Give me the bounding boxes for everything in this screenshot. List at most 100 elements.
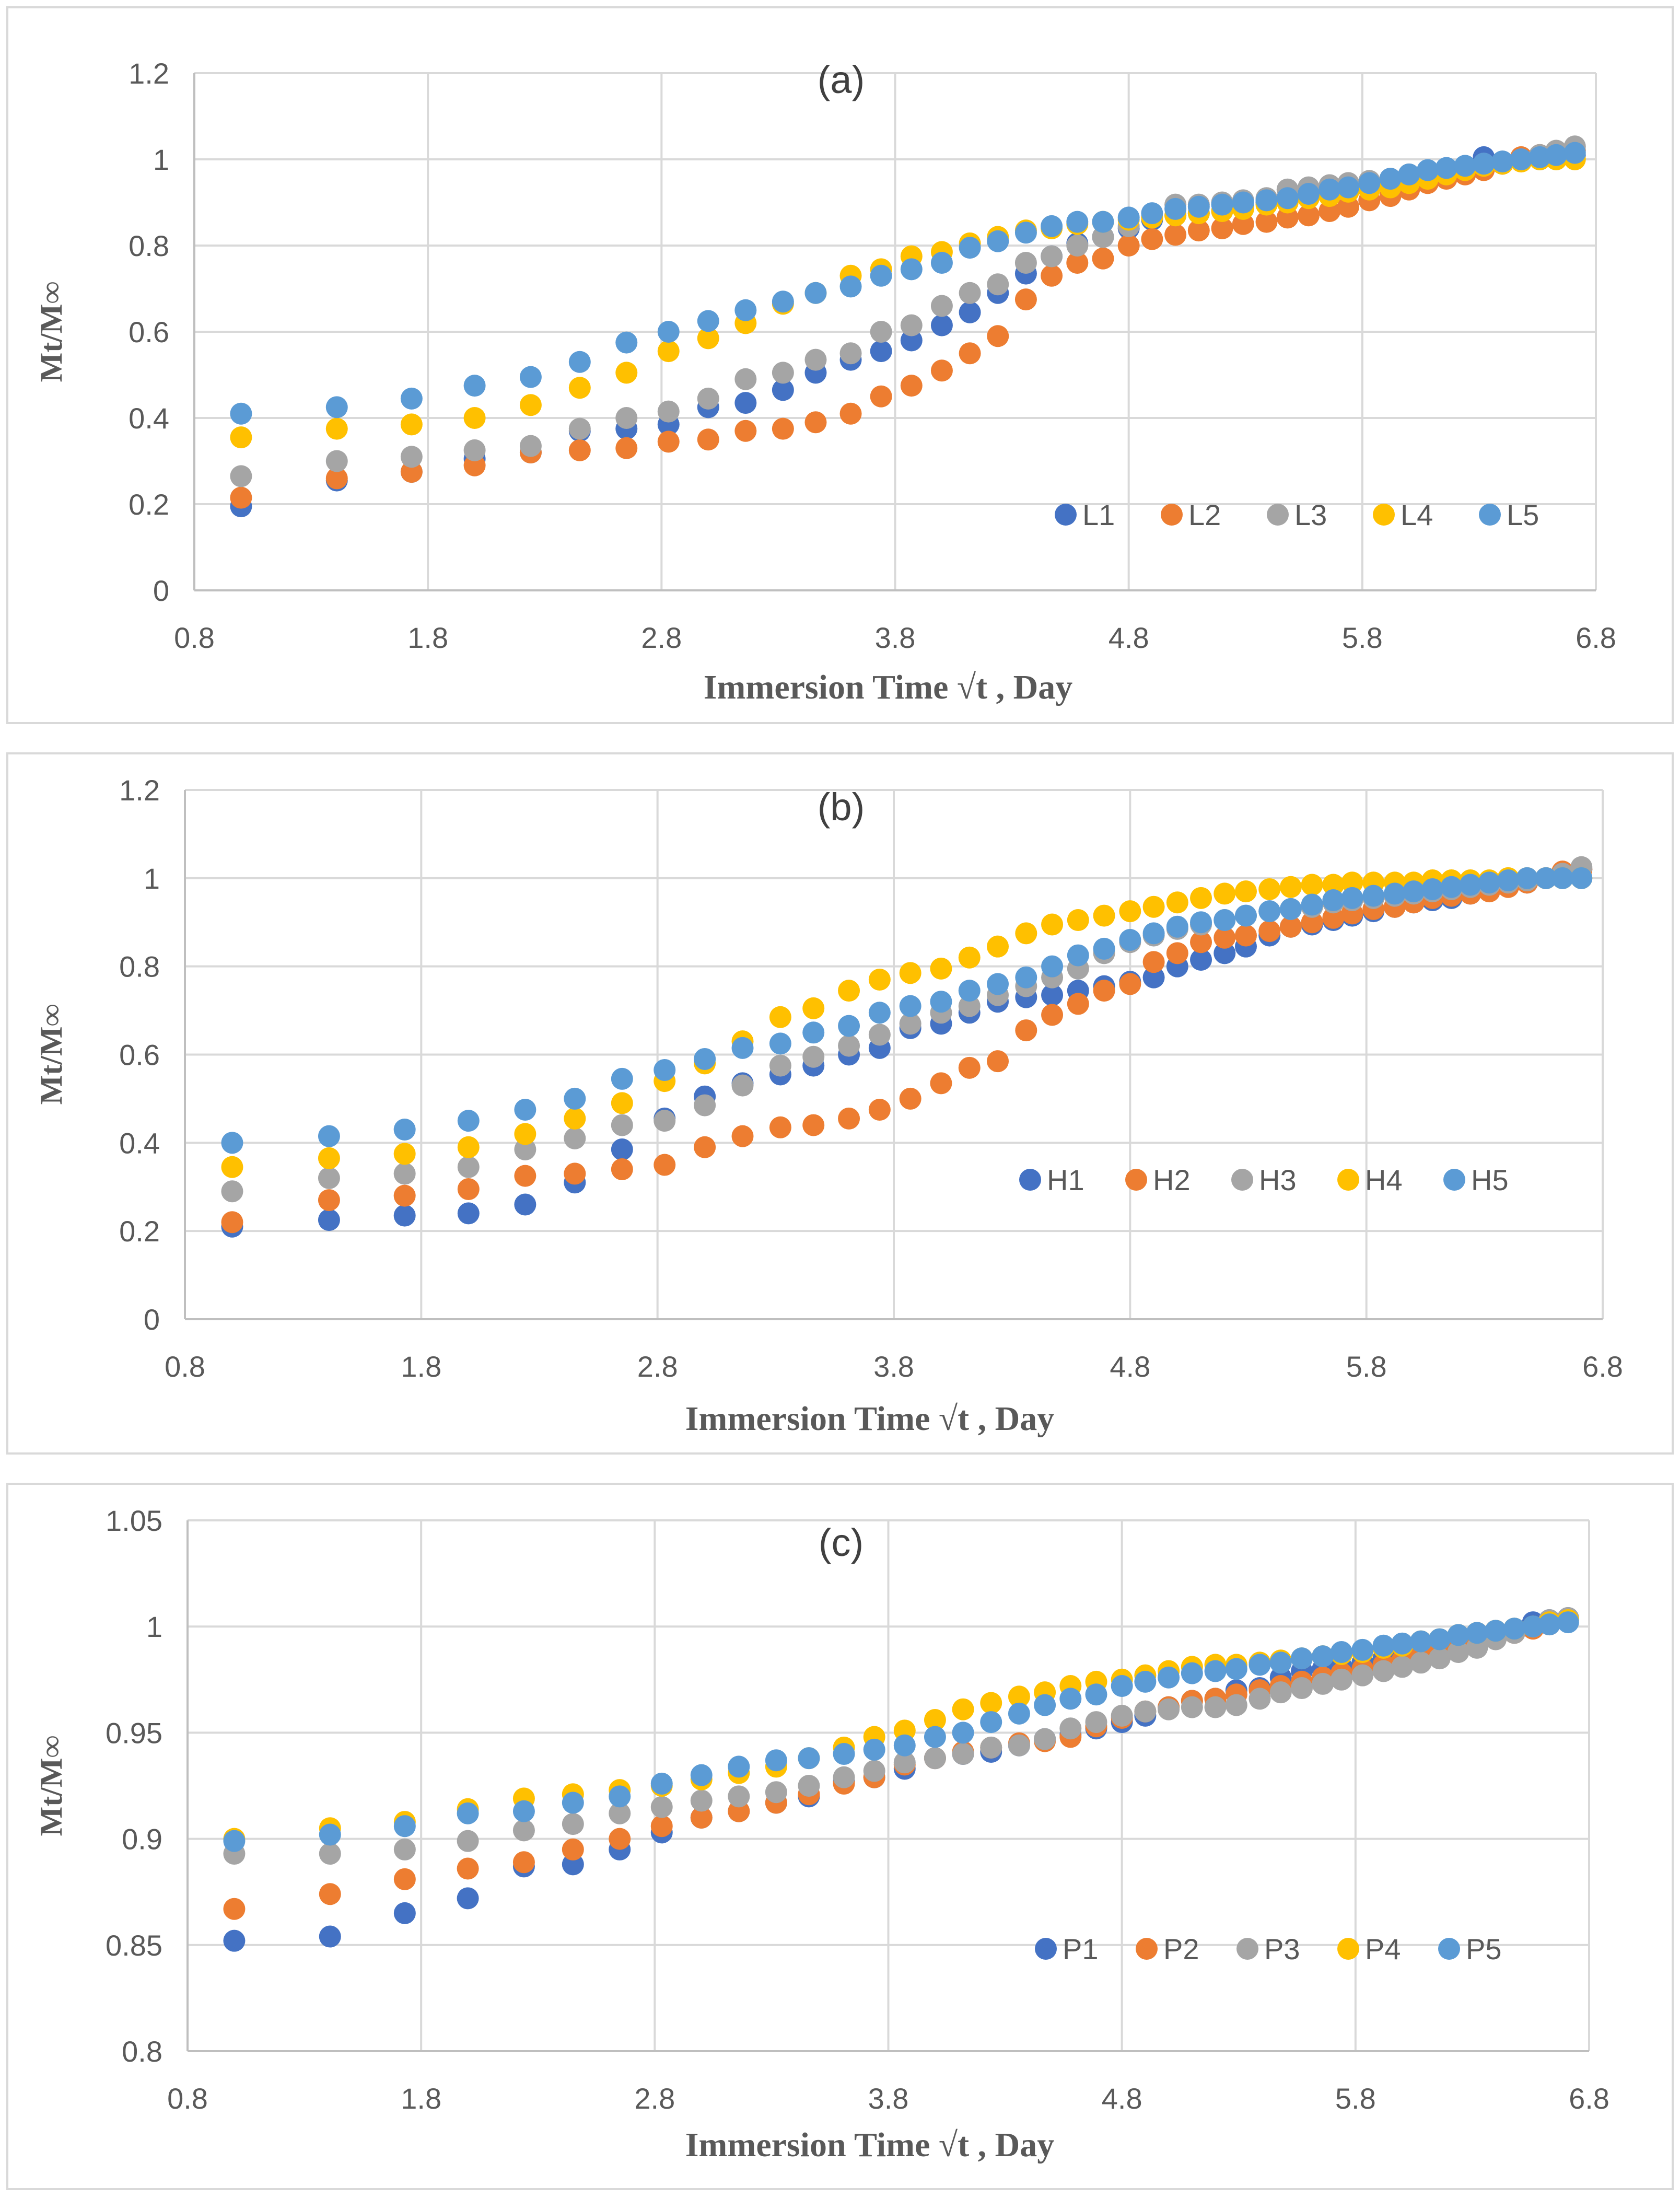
data-point (1322, 889, 1345, 912)
data-point (1059, 1717, 1082, 1740)
data-point (1428, 1647, 1451, 1670)
data-point (1142, 966, 1165, 988)
data-point (804, 411, 827, 434)
x-tick-label: 3.8 (868, 2082, 909, 2115)
data-point (958, 1056, 981, 1079)
data-point (1214, 926, 1236, 949)
data-point (650, 1815, 673, 1838)
data-point (1204, 1660, 1227, 1682)
data-point (1297, 204, 1320, 227)
legend-label: P1 (1063, 1933, 1099, 1966)
data-point (611, 1138, 633, 1160)
data-point (1234, 924, 1257, 947)
data-point (1570, 867, 1593, 889)
data-point (1538, 1613, 1560, 1636)
data-point (654, 1154, 676, 1176)
data-point (1214, 942, 1236, 964)
legend-marker (1267, 504, 1289, 526)
data-point (734, 299, 757, 321)
data-point (325, 467, 348, 490)
legend-marker (1161, 504, 1183, 526)
data-point (1351, 1664, 1374, 1687)
data-point (1503, 1618, 1525, 1640)
data-point (1187, 219, 1210, 242)
data-point (457, 1887, 479, 1910)
data-point (1454, 155, 1476, 177)
data-point (514, 1099, 536, 1121)
data-point (1331, 1641, 1353, 1663)
data-point (802, 1045, 825, 1068)
data-point (1067, 993, 1089, 1015)
data-point (959, 237, 981, 259)
data-point (1447, 1641, 1469, 1663)
data-point (318, 1147, 340, 1169)
data-point (463, 454, 486, 476)
data-point (930, 314, 953, 336)
data-point (400, 446, 423, 468)
data-point (400, 461, 423, 483)
data-point (564, 1087, 586, 1110)
data-point (615, 407, 638, 429)
data-point (1190, 911, 1212, 934)
legend-marker (1443, 1169, 1465, 1191)
x-tick-label: 4.8 (1102, 2082, 1142, 2115)
data-point (1362, 885, 1385, 907)
data-point (1322, 874, 1345, 896)
data-point (400, 413, 423, 436)
y-tick-label: 1 (144, 862, 160, 895)
data-point (319, 1883, 341, 1905)
data-point (650, 1772, 673, 1795)
data-point (1041, 215, 1063, 237)
y-tick-label: 0.8 (119, 950, 160, 983)
data-point (839, 342, 862, 365)
data-point (1142, 951, 1165, 973)
data-point (930, 991, 952, 1013)
data-point (1093, 904, 1115, 927)
data-point (1535, 867, 1557, 889)
data-point (1066, 235, 1089, 257)
data-point (868, 1099, 891, 1121)
data-point (1331, 1668, 1353, 1691)
data-point (987, 973, 1009, 995)
data-point (1041, 245, 1063, 268)
data-point (900, 314, 923, 336)
data-point (1085, 1683, 1107, 1706)
data-point (1008, 1734, 1030, 1757)
data-point (1258, 878, 1281, 900)
x-tick-label: 6.8 (1576, 621, 1616, 654)
data-point (958, 980, 981, 1002)
data-point (325, 396, 348, 418)
data-point (959, 301, 981, 323)
data-point (899, 962, 921, 984)
data-point (393, 1902, 416, 1924)
legend-label: L4 (1401, 498, 1433, 531)
data-point (1491, 150, 1514, 173)
data-point (1466, 1622, 1488, 1644)
data-point (772, 362, 794, 384)
chart-title: (c) (819, 1521, 864, 1564)
data-point (1290, 1677, 1313, 1700)
x-tick-label: 6.8 (1582, 1350, 1623, 1383)
data-point (1557, 1611, 1579, 1634)
data-point (1249, 1654, 1271, 1676)
data-point (987, 325, 1009, 347)
x-tick-label: 2.8 (637, 1350, 678, 1383)
data-point (1141, 202, 1163, 225)
x-tick-label: 4.8 (1109, 621, 1149, 654)
data-point (564, 1127, 586, 1149)
y-tick-label: 0.8 (122, 2035, 162, 2068)
data-point (223, 1929, 246, 1952)
data-point (765, 1749, 787, 1772)
x-tick-label: 0.8 (174, 621, 215, 654)
data-point (899, 1013, 921, 1035)
data-point (697, 327, 719, 350)
data-point (650, 1796, 673, 1818)
data-point (457, 1110, 480, 1132)
data-point (838, 980, 860, 1002)
data-point (223, 1830, 246, 1852)
legend-marker (1479, 504, 1501, 526)
data-point (657, 321, 680, 343)
data-point (899, 1087, 921, 1110)
data-point (1391, 1656, 1414, 1678)
